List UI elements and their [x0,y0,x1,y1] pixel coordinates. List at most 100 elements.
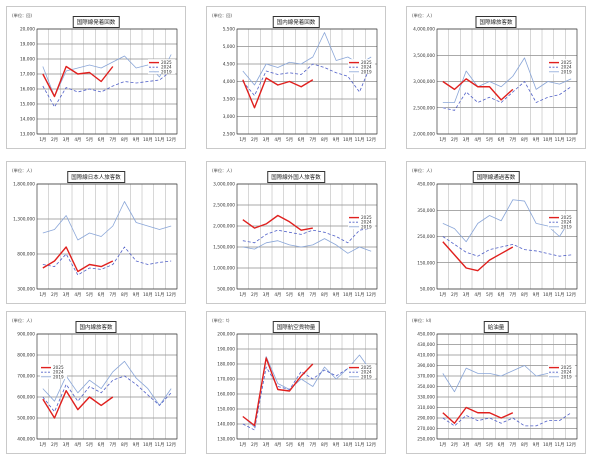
y-tick-label: 2,500 [223,132,236,138]
legend-label-2019: 2019 [53,374,64,379]
plot-frame [36,28,178,135]
y-tick-label: 2,500,000 [213,203,235,209]
y-tick-label: 200,000 [217,332,235,338]
x-tick-label: 11月 [355,292,365,298]
y-tick-label: 50,000 [420,287,435,293]
x-tick-label: 11月 [555,292,565,298]
chart-unit-label: (単位：回) [12,13,33,18]
series-line-2025 [42,246,114,273]
series-line-2024 [42,70,172,108]
x-tick-label: 10月 [343,442,353,448]
y-tick-label: 160,000 [217,392,235,398]
y-tick-label: 250,000 [417,234,435,240]
x-tick-label: 8月 [121,292,128,298]
chart-panel-2: (単位：回) 国内線発着回数 5,500 5,000 4,500 4,000 3,500 3,… [206,6,386,149]
chart-title: 国際線旅客数 [475,16,517,28]
plot-frame [236,333,378,440]
plot-frame [236,183,378,290]
legend-label-2019: 2019 [361,374,372,379]
chart-svg: 200,000 190,000 180,000 170,000 160,000 150,0… [217,332,378,448]
y-tick-label: 390,000 [417,363,435,369]
chart-unit-label: (単位：人) [12,168,33,173]
x-tick-label: 2月 [51,292,58,298]
y-tick-label: 410,000 [417,353,435,359]
x-tick-label: 4月 [274,137,281,143]
y-tick-label: 140,000 [217,422,235,428]
y-tick-label: 4,500 [223,62,236,68]
legend-label-2025: 2025 [361,365,372,370]
chart-unit-label: (単位：回) [212,13,233,18]
x-tick-label: 12月 [366,292,376,298]
y-tick-label: 3,000 [223,114,236,120]
x-tick-label: 5月 [286,442,293,448]
y-tick-label: 20,000 [20,27,35,33]
series-line-2024 [42,246,172,276]
series-line-2019 [242,238,372,254]
x-tick-label: 1月 [39,137,46,143]
series-line-2025 [442,406,514,424]
chart-title: 国際線通過客数 [472,171,520,183]
y-tick-label: 170,000 [217,377,235,383]
chart-panel-4: (単位：人) 国際線日本人旅客数 1,800,000 1,300,000 800,000… [6,161,186,304]
x-tick-label: 6月 [498,292,505,298]
series-line-2024 [242,227,372,244]
x-tick-label: 5月 [486,442,493,448]
series-line-2019 [42,360,172,406]
series-line-2024 [242,63,372,96]
x-tick-label: 4月 [274,442,281,448]
chart-title: 国内線旅客数 [75,321,117,333]
x-tick-label: 10月 [343,137,353,143]
x-tick-label: 4月 [274,292,281,298]
plot-frame [36,183,178,290]
x-tick-label: 4月 [474,137,481,143]
chart-panel-5: (単位：人) 国際線外国人旅客数 3,000,000 2,500,000 2,000,0… [206,161,386,304]
y-tick-label: 500,000 [217,287,235,293]
plot-frame [436,333,578,440]
x-tick-label: 7月 [109,137,116,143]
y-tick-label: 400,000 [17,437,35,443]
x-tick-label: 7月 [109,442,116,448]
x-tick-label: 1月 [439,292,446,298]
x-tick-label: 9月 [533,137,540,143]
y-tick-label: 1,300,000 [13,217,35,223]
series-line-2025 [42,65,114,98]
legend-label-2024: 2024 [561,220,572,225]
legend-label-2025: 2025 [561,215,572,220]
chart-unit-label: (単位：kl) [412,318,432,323]
y-tick-label: 4,000,000 [413,27,435,33]
y-tick-label: 310,000 [417,405,435,411]
plot-frame [236,28,378,135]
legend-label-2025: 2025 [161,60,172,65]
legend-label-2024: 2024 [161,65,172,70]
y-tick-label: 900,000 [17,332,35,338]
x-tick-label: 6月 [98,137,105,143]
series-line-2019 [442,57,572,103]
y-tick-label: 3,000,000 [413,79,435,85]
x-tick-label: 2月 [451,292,458,298]
x-tick-label: 10月 [143,292,153,298]
x-tick-label: 3月 [463,292,470,298]
x-tick-label: 12月 [566,292,576,298]
legend-label-2019: 2019 [361,69,372,74]
legend-label-2025: 2025 [361,215,372,220]
x-tick-label: 7月 [109,292,116,298]
x-tick-label: 11月 [155,137,165,143]
legend-label-2019: 2019 [161,69,172,74]
x-tick-label: 3月 [463,137,470,143]
x-tick-label: 3月 [263,292,270,298]
x-tick-label: 10月 [143,137,153,143]
plot-frame [436,28,578,135]
chart-title: 国際線発着回数 [72,16,120,28]
legend-label-2025: 2025 [53,365,64,370]
x-tick-label: 1月 [439,137,446,143]
legend-label-2024: 2024 [561,370,572,375]
x-tick-label: 5月 [486,137,493,143]
y-tick-label: 2,500,000 [413,105,435,111]
y-tick-label: 350,000 [417,384,435,390]
x-tick-label: 5月 [486,292,493,298]
series-line-2019 [242,32,372,86]
y-tick-label: 150,000 [217,407,235,413]
y-tick-label: 17,000 [20,72,35,78]
